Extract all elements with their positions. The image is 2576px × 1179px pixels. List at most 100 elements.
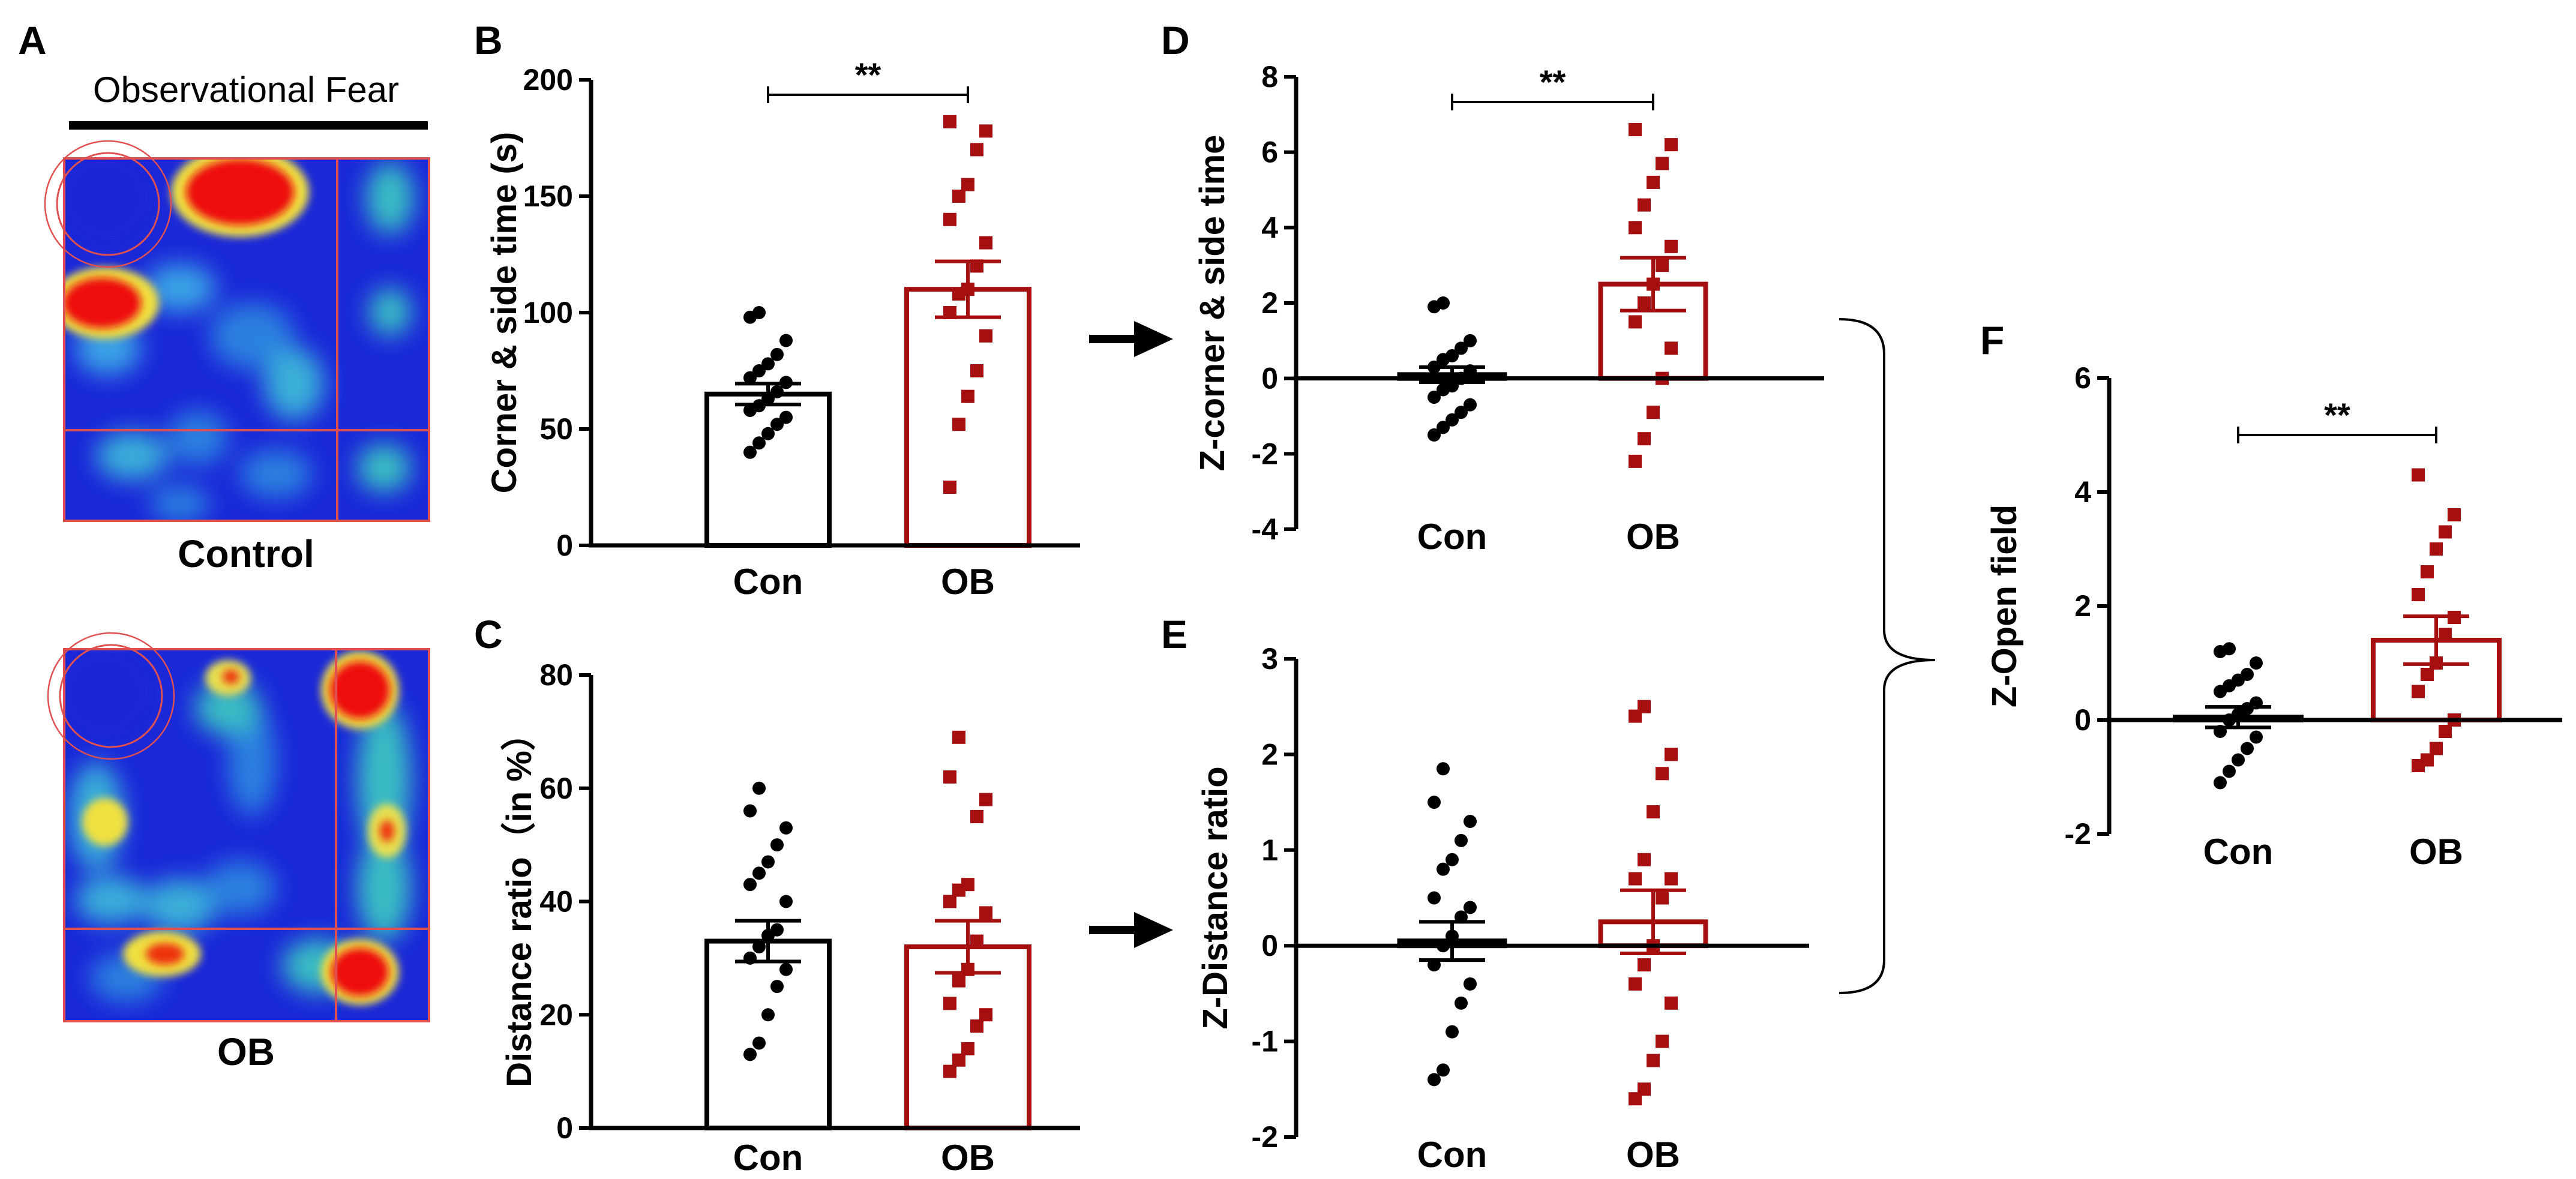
point-c-ob-16 <box>952 730 965 744</box>
y-tick-label-f-2: 2 <box>2074 589 2091 623</box>
y-tick-label-b-1: 50 <box>539 412 573 446</box>
point-f-con-14 <box>2250 656 2263 670</box>
point-c-con-8 <box>770 923 784 937</box>
y-tick-label-d-1: -2 <box>1252 437 1278 470</box>
heatmap-title-underline <box>69 121 428 130</box>
point-f-con-3 <box>2241 742 2254 755</box>
y-tick-label-d-6: 8 <box>1261 60 1278 94</box>
y-tick-label-c-0: 0 <box>556 1111 573 1145</box>
point-d-con-2 <box>1446 413 1459 427</box>
point-d-ob-12 <box>1647 175 1660 189</box>
y-tick-label-b-2: 100 <box>523 296 573 329</box>
point-c-con-4 <box>779 962 793 976</box>
point-c-ob-1 <box>952 1053 965 1067</box>
point-b-con-3 <box>770 418 784 431</box>
point-b-con-12 <box>761 357 775 371</box>
panel-letter-d: D <box>1161 18 1190 62</box>
point-b-ob-3 <box>970 364 983 377</box>
point-f-ob-15 <box>2412 468 2425 482</box>
y-tick-label-c-3: 60 <box>539 772 573 805</box>
y-tick-label-e-4: 2 <box>1261 737 1278 771</box>
point-f-ob-10 <box>2412 588 2425 601</box>
panel-e: E -2 -1 0 1 2 3 Z-Distance ratio Con OB <box>1161 612 1809 1175</box>
point-f-ob-2 <box>2430 742 2443 755</box>
significance-label-f: ** <box>2324 396 2350 434</box>
point-d-ob-10 <box>1629 221 1642 235</box>
point-d-con-3 <box>1455 406 1468 419</box>
point-e-ob-10 <box>1629 872 1642 886</box>
x-tick-label-d-con: Con <box>1417 517 1488 557</box>
y-tick-label-d-3: 2 <box>1261 286 1278 320</box>
y-tick-label-c-2: 40 <box>539 885 573 919</box>
point-d-ob-15 <box>1629 122 1642 136</box>
point-d-ob-11 <box>1638 198 1651 212</box>
point-e-con-4 <box>1464 977 1477 991</box>
point-d-con-5 <box>1428 391 1441 404</box>
point-e-ob-8 <box>1656 891 1669 905</box>
heatmap-title: Observational Fear <box>93 70 399 110</box>
y-tick-label-e-2: 0 <box>1261 929 1278 962</box>
point-d-ob-5 <box>1629 315 1642 329</box>
point-b-con-0 <box>743 445 757 459</box>
point-e-ob-14 <box>1665 748 1678 761</box>
point-e-ob-6 <box>1638 958 1651 972</box>
y-tick-label-f-0: -2 <box>2065 817 2091 851</box>
y-tick-label-b-3: 150 <box>523 179 573 213</box>
point-f-ob-13 <box>2439 525 2452 539</box>
point-b-ob-10 <box>943 212 956 226</box>
x-tick-label-c-con: Con <box>733 1138 803 1178</box>
heatmap-label-ob: OB <box>217 1030 275 1073</box>
point-f-ob-5 <box>2412 685 2425 698</box>
point-b-con-1 <box>752 436 766 450</box>
point-e-con-2 <box>1446 1025 1459 1039</box>
point-c-con-16 <box>752 781 766 795</box>
panel-letter-b: B <box>474 18 503 62</box>
point-e-ob-3 <box>1656 1034 1669 1048</box>
point-b-con-8 <box>770 385 784 398</box>
point-c-con-10 <box>743 878 757 892</box>
point-d-con-4 <box>1464 398 1477 412</box>
point-b-ob-11 <box>952 190 965 203</box>
significance-bracket-b <box>767 86 969 103</box>
y-tick-label-f-3: 4 <box>2074 475 2091 509</box>
point-b-ob-15 <box>943 115 956 128</box>
heatmap-control <box>44 140 430 522</box>
point-f-ob-12 <box>2430 542 2443 556</box>
point-e-con-15 <box>1428 796 1441 809</box>
significance-label-b: ** <box>855 56 881 94</box>
point-c-con-0 <box>743 1048 757 1061</box>
x-tick-label-b-ob: OB <box>941 562 995 602</box>
point-d-con-16 <box>1437 296 1450 310</box>
point-c-con-14 <box>779 821 793 835</box>
point-c-ob-3 <box>970 1019 983 1033</box>
bar-c-con <box>704 938 832 1130</box>
point-c-ob-6 <box>952 974 965 988</box>
point-e-con-0 <box>1428 1073 1441 1087</box>
point-c-ob-2 <box>961 1042 974 1055</box>
point-c-ob-10 <box>943 895 956 908</box>
point-d-con-1 <box>1437 421 1450 434</box>
significance-label-d: ** <box>1540 63 1566 101</box>
point-d-ob-2 <box>1647 406 1660 419</box>
y-axis-label-e: Z-Distance ratio <box>1196 766 1235 1029</box>
point-c-con-15 <box>743 804 757 818</box>
bar-b-ob <box>904 287 1031 548</box>
point-f-con-2 <box>2232 753 2245 767</box>
y-tick-label-c-4: 80 <box>539 658 573 692</box>
panel-b: B 0 50 100 150 200 Corner & side time (s) Con OB… <box>474 18 1080 602</box>
point-c-ob-5 <box>943 997 956 1010</box>
x-tick-label-c-ob: OB <box>941 1138 995 1178</box>
point-f-ob-11 <box>2421 565 2434 578</box>
point-b-ob-14 <box>979 124 992 138</box>
heatmap-label-control: Control <box>178 532 314 575</box>
point-e-con-12 <box>1446 853 1459 866</box>
point-f-con-16 <box>2223 642 2236 656</box>
point-d-con-0 <box>1428 428 1441 442</box>
panel-letter-f: F <box>1980 318 2004 362</box>
y-tick-label-b-4: 200 <box>523 63 573 97</box>
point-d-con-13 <box>1455 341 1468 355</box>
point-c-ob-9 <box>979 906 992 920</box>
y-tick-label-c-1: 20 <box>539 998 573 1031</box>
point-f-con-1 <box>2223 764 2236 778</box>
